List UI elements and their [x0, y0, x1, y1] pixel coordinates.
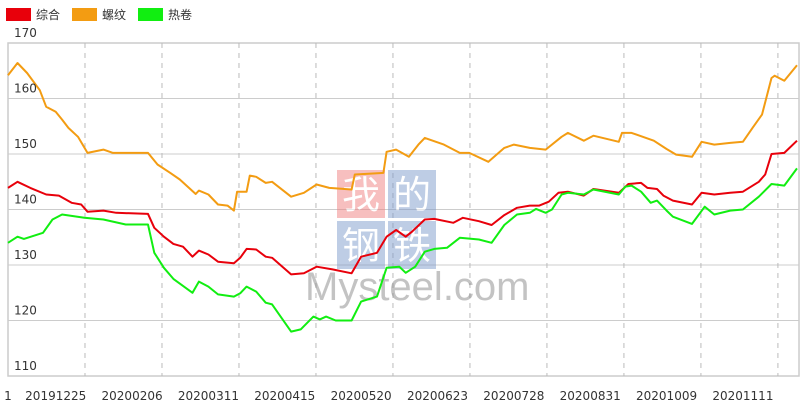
x-tick-label: 20191225	[25, 389, 86, 403]
y-tick-label: 130	[14, 248, 37, 262]
legend-swatch	[138, 8, 164, 21]
legend-item-rebar[interactable]: 螺纹	[72, 6, 126, 23]
x-tick-label: 20201111	[712, 389, 773, 403]
legend: 综合 螺纹 热卷	[6, 6, 204, 23]
svg-text:的: 的	[393, 173, 431, 217]
svg-text:我: 我	[342, 173, 380, 217]
series-line-1	[7, 139, 798, 276]
y-tick-label: 140	[14, 193, 37, 207]
x-tick-label: 1	[4, 389, 12, 403]
svg-text:钢: 钢	[342, 224, 380, 268]
x-tick-label: 20200415	[254, 389, 315, 403]
legend-item-composite[interactable]: 综合	[6, 6, 60, 23]
legend-label: 螺纹	[102, 8, 127, 22]
series-line-3	[7, 167, 798, 333]
x-tick-label: 20200623	[407, 389, 468, 403]
x-tick-label: 20200831	[560, 389, 621, 403]
legend-swatch	[72, 8, 98, 21]
y-tick-label: 160	[14, 82, 37, 96]
x-tick-label: 20200728	[483, 389, 544, 403]
x-tick-label: 20201009	[636, 389, 697, 403]
mysteel-watermark-logo: 我 的 钢 铁 Mysteel.com	[305, 170, 530, 309]
y-tick-label: 150	[14, 137, 37, 151]
x-tick-label: 20200311	[178, 389, 239, 403]
legend-item-hot-coil[interactable]: 热卷	[138, 6, 192, 23]
legend-label: 综合	[36, 8, 61, 22]
legend-label: 热卷	[168, 8, 193, 22]
x-tick-label: 20200520	[331, 389, 392, 403]
y-tick-label: 120	[14, 304, 37, 318]
series-line-2	[7, 62, 798, 212]
y-tick-label: 170	[14, 26, 37, 40]
legend-swatch	[6, 8, 31, 21]
x-tick-label: 20200206	[102, 389, 163, 403]
y-tick-label: 110	[14, 359, 37, 373]
